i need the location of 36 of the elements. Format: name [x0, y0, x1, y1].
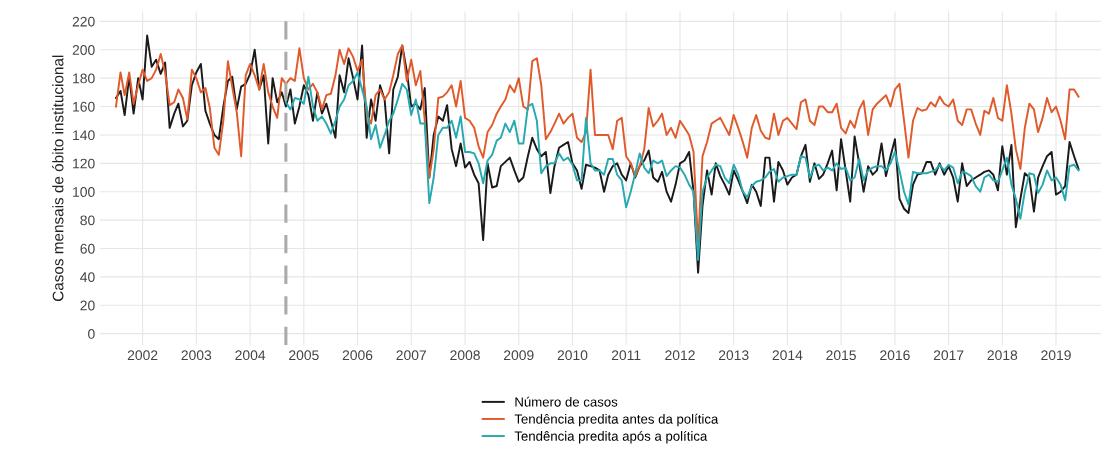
x-tick-label: 2011	[611, 350, 641, 361]
y-tick-label: 200	[72, 45, 95, 55]
legend-label: Número de casos	[515, 396, 618, 407]
y-tick-label: 140	[73, 130, 95, 141]
x-tick-label: 2017	[933, 350, 964, 361]
x-tick-label: 2018	[987, 350, 1018, 361]
y-tick-label: 160	[73, 101, 95, 112]
y-tick-label: 80	[80, 215, 95, 226]
y-tick-label: 20	[80, 300, 95, 311]
x-tick-label: 2013	[718, 350, 749, 361]
x-tick-label: 2004	[235, 350, 266, 361]
x-tick-label: 2019	[1041, 350, 1071, 361]
legend-label: Tendência predita antes da política	[514, 413, 719, 427]
y-tick-label: 220	[72, 16, 95, 27]
y-tick-label: 0	[88, 329, 95, 339]
x-tick-label: 2008	[450, 350, 480, 361]
y-tick-label: 120	[73, 158, 95, 169]
line-series	[284, 71, 1080, 261]
x-tick-label: 2003	[181, 350, 212, 361]
x-tick-label: 2002	[127, 350, 158, 361]
y-tick-label: 60	[80, 243, 95, 254]
x-tick-label: 2005	[289, 350, 319, 361]
y-tick-label: 180	[73, 73, 95, 84]
x-tick-label: 2014	[772, 350, 803, 361]
x-tick-label: 2007	[396, 350, 426, 361]
y-tick-label: 100	[73, 187, 95, 197]
x-tick-label: 2006	[342, 350, 373, 361]
x-tick-label: 2009	[504, 350, 534, 361]
x-tick-label: 2010	[557, 350, 588, 361]
x-tick-label: 2012	[665, 350, 695, 361]
x-tick-label: 2016	[880, 350, 910, 361]
x-tick-label: 2015	[826, 350, 856, 361]
y-tick-label: 40	[80, 272, 95, 283]
y-axis-title: Casos mensais de óbito institucional	[52, 55, 64, 302]
legend-label: Tendência predita após a política	[514, 430, 708, 444]
line-series	[115, 34, 1080, 274]
